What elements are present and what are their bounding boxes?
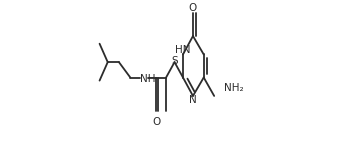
Text: O: O bbox=[189, 3, 197, 13]
Text: N: N bbox=[189, 95, 197, 105]
Text: HN: HN bbox=[175, 45, 191, 55]
Text: NH₂: NH₂ bbox=[224, 83, 243, 93]
Text: S: S bbox=[171, 56, 178, 66]
Text: O: O bbox=[152, 117, 160, 127]
Text: NH: NH bbox=[140, 74, 156, 84]
